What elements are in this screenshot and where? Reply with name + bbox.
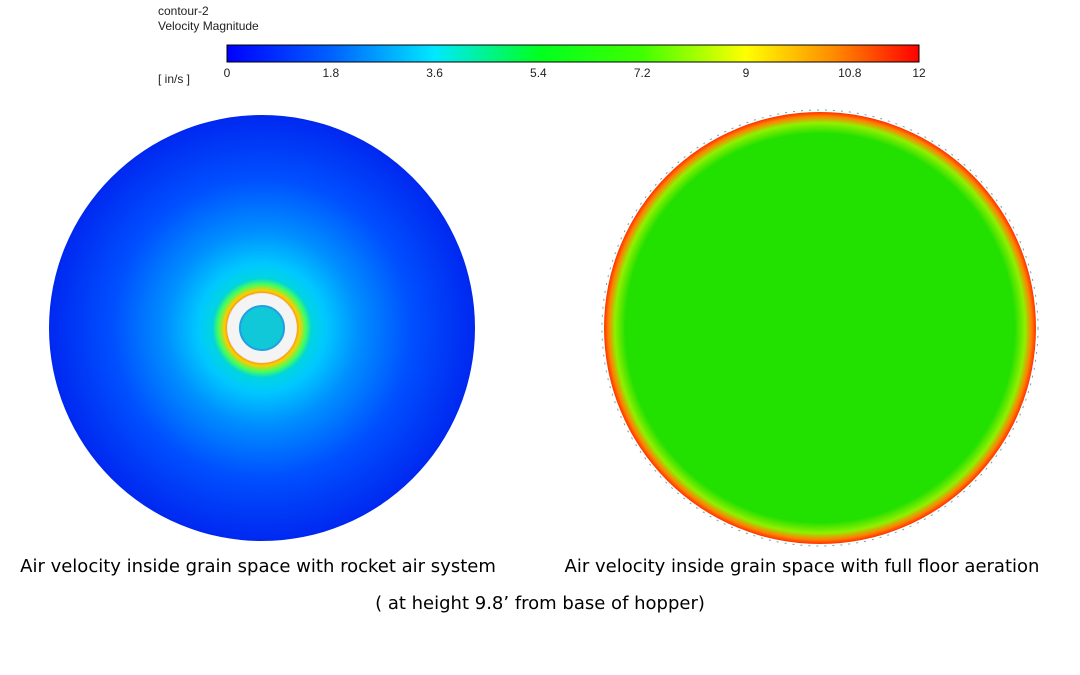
rocket-core: [239, 305, 285, 351]
legend-unit: [ in/s ]: [158, 72, 190, 86]
colorbar-tick-label: 5.4: [530, 66, 547, 80]
colorbar-tick-label: 9: [743, 66, 750, 80]
colorbar-tick-label: 7.2: [634, 66, 651, 80]
right-contour: [604, 112, 1036, 544]
right-edge: [601, 109, 1039, 547]
legend-title: contour-2: [158, 4, 209, 18]
colorbar-ticks: 0 1.8 3.6 5.4 7.2 9 10.8 12: [224, 66, 926, 80]
note: ( at height 9.8’ from base of hopper): [375, 593, 705, 614]
colorbar-tick-label: 12: [912, 66, 926, 80]
colorbar: [226, 44, 920, 63]
legend-quantity: Velocity Magnitude: [158, 19, 259, 33]
left-caption: Air velocity inside grain space with roc…: [20, 556, 496, 577]
colorbar-tick-label: 0: [224, 66, 231, 80]
colorbar-tick-label: 1.8: [322, 66, 339, 80]
colorbar-tick-label: 3.6: [426, 66, 443, 80]
colorbar-tick-label: 10.8: [838, 66, 862, 80]
right-caption: Air velocity inside grain space with ful…: [565, 556, 1040, 577]
